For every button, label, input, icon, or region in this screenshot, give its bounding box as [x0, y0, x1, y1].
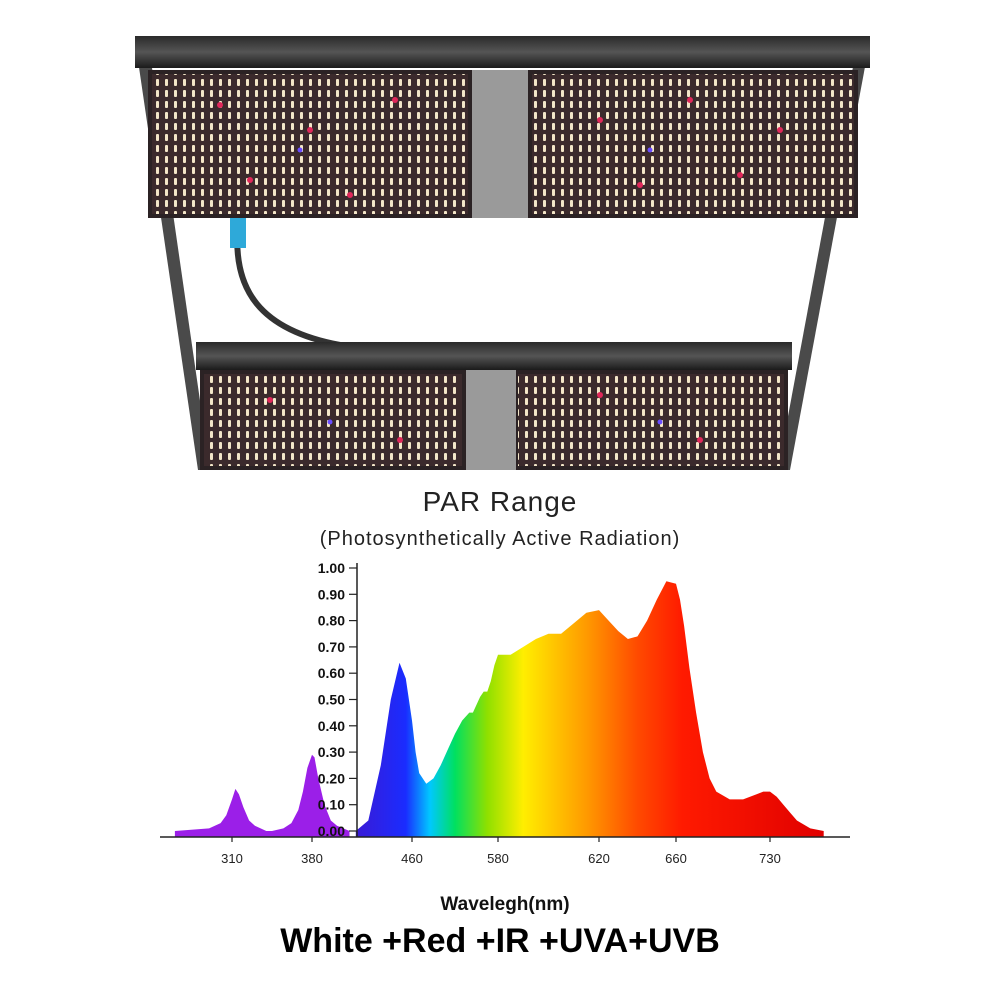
y-tick-label: 1.00 [318, 560, 345, 576]
chart-subtitle: (Photosynthetically Active Radiation) [319, 528, 681, 550]
chart-title: PAR Range [422, 486, 578, 517]
x-tick-label: 380 [301, 851, 323, 866]
x-tick-label: 660 [665, 851, 687, 866]
x-tick-label: 620 [588, 851, 610, 866]
y-tick-label: 0.70 [318, 639, 345, 655]
y-tick-label: 0.40 [318, 718, 345, 734]
y-tick-label: 0.90 [318, 586, 345, 602]
x-axis-label: Wavelegh(nm) [440, 894, 569, 915]
x-tick-label: 310 [221, 851, 243, 866]
spectrum-chart: 1.00 0.90 0.80 0.70 0.60 0.50 0.40 0.30 0.20 0.10… [160, 560, 850, 915]
y-tick-label: 0.80 [318, 613, 345, 629]
caption: White +Red +IR +UVA+UVB [280, 922, 720, 960]
x-tick-label: 580 [487, 851, 509, 866]
y-tick-label: 0.30 [318, 744, 345, 760]
y-tick-label: 0.10 [318, 797, 345, 813]
x-tick-label: 730 [759, 851, 781, 866]
y-tick-label: 0.60 [318, 665, 345, 681]
x-tick-label: 460 [401, 851, 423, 866]
spectrum-area-0 [174, 788, 272, 837]
y-tick-label: 0.00 [318, 823, 345, 839]
led-grow-light-image [135, 36, 870, 470]
spectrum-area-1 [272, 754, 350, 837]
spectrum-area-2 [355, 581, 824, 837]
y-tick-label: 0.50 [318, 692, 345, 708]
y-tick-label: 0.20 [318, 770, 345, 786]
